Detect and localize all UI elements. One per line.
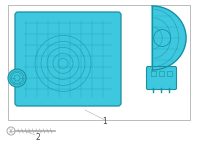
Text: 1: 1 bbox=[103, 117, 107, 127]
Bar bbox=[8, 5, 190, 120]
Bar bbox=[167, 71, 172, 76]
Polygon shape bbox=[152, 6, 186, 70]
Circle shape bbox=[8, 69, 26, 87]
FancyBboxPatch shape bbox=[15, 12, 121, 106]
Text: 2: 2 bbox=[36, 132, 40, 142]
Bar bbox=[151, 71, 156, 76]
Bar bbox=[159, 71, 164, 76]
FancyBboxPatch shape bbox=[146, 66, 177, 90]
